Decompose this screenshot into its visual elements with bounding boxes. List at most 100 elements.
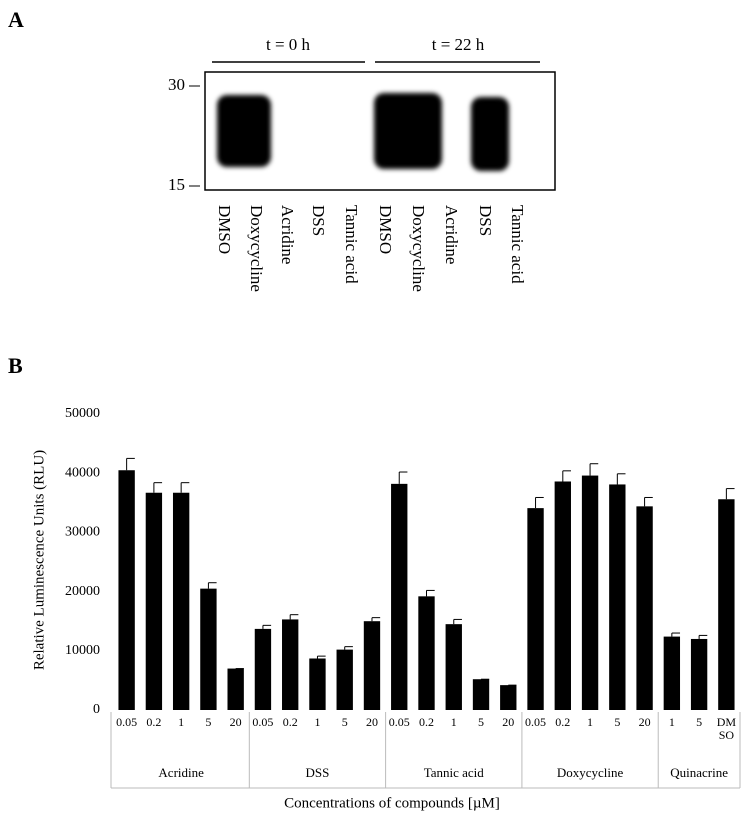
x-tick-label-box: 0.05 <box>388 716 410 729</box>
error-bar <box>671 632 681 637</box>
timepoint-label: t = 22 h <box>432 35 485 54</box>
x-tick-label-box: 5 <box>696 716 703 729</box>
x-tick-label: 0.2 <box>282 716 298 729</box>
lane-label: Acridine <box>442 205 461 264</box>
error-bar <box>262 624 272 629</box>
x-tick-label: 5 <box>341 716 348 729</box>
x-tick-label-box: 20 <box>638 716 651 729</box>
bar <box>554 481 571 710</box>
x-tick-label: DM SO <box>716 716 737 742</box>
band <box>217 95 271 167</box>
error-bar <box>698 634 708 639</box>
error-bar <box>316 655 326 659</box>
lane-label: DMSO <box>215 205 234 254</box>
x-tick-label-box: 5 <box>341 716 348 729</box>
x-tick-label-box: 5 <box>205 716 212 729</box>
error-bar <box>398 471 408 484</box>
error-bar <box>126 457 135 471</box>
y-axis-label: Relative Luminescence Units (RLU) <box>31 450 47 670</box>
error-bar <box>426 589 435 597</box>
group-label: Doxycycline <box>557 765 624 780</box>
lane-label: Doxycycline <box>409 205 428 292</box>
x-tick-label: 20 <box>638 716 651 729</box>
panel-label: A <box>8 7 24 32</box>
lane-label: Tannic acid <box>342 205 361 284</box>
bar <box>391 483 408 710</box>
x-tick-label-box: 5 <box>478 716 485 729</box>
bar <box>636 506 653 710</box>
group-label: Tannic acid <box>424 765 485 780</box>
x-tick-label-box: 0.05 <box>252 716 274 729</box>
x-tick-label-box: 20 <box>229 716 242 729</box>
bar <box>200 588 217 710</box>
error-bar <box>344 646 353 650</box>
y-tick-label: 10000 <box>65 643 100 658</box>
y-tick-label: 50000 <box>65 406 100 421</box>
band <box>374 93 442 169</box>
x-tick-label-box: 1 <box>587 716 594 729</box>
bar <box>472 679 490 710</box>
x-tick-label-box: 1 <box>314 716 320 729</box>
error-bar <box>725 488 735 500</box>
x-tick-label: 0.05 <box>116 716 138 729</box>
x-tick-label-box: 20 <box>502 716 515 729</box>
bar <box>663 636 681 710</box>
x-tick-label: 20 <box>502 716 515 729</box>
x-tick-label: 5 <box>614 716 621 729</box>
x-axis-label: Concentrations of compounds [µM] <box>284 795 500 811</box>
x-tick-label-box: 1 <box>669 716 675 729</box>
x-tick-label-box: 1 <box>450 716 457 729</box>
bar <box>254 628 272 710</box>
error-bar <box>180 482 190 493</box>
error-bar <box>616 473 626 485</box>
x-tick-label: 5 <box>478 716 485 729</box>
x-tick-label: 1 <box>450 716 457 729</box>
lane-label: Tannic acid <box>508 205 527 284</box>
x-tick-label: 0.05 <box>252 716 274 729</box>
error-bar <box>371 617 381 622</box>
bar <box>718 499 735 710</box>
bar <box>118 470 135 710</box>
x-tick-label-box: 1 <box>178 716 185 729</box>
x-tick-label-box: 0.05 <box>116 716 138 729</box>
x-tick-label-box: 0.05 <box>525 716 547 729</box>
lane-label: DMSO <box>376 205 395 254</box>
group-label: Quinacrine <box>670 765 728 780</box>
bar <box>445 624 462 710</box>
blot-bands <box>217 93 509 171</box>
marker-label: 15 <box>168 175 185 194</box>
error-bar <box>153 482 163 493</box>
bar <box>172 492 190 710</box>
error-bar <box>207 582 217 589</box>
x-tick-label: 0.2 <box>555 716 571 729</box>
x-tick-label-box: 20 <box>365 716 378 729</box>
timepoint-label: t = 0 h <box>266 35 311 54</box>
error-bar <box>453 618 462 625</box>
bar <box>282 619 299 710</box>
x-tick-label-box: 0.2 <box>146 716 161 729</box>
error-bar <box>589 463 599 476</box>
x-tick-label: 20 <box>365 716 378 729</box>
band <box>471 97 509 171</box>
x-tick-label: 5 <box>205 716 212 729</box>
x-tick-label: 0.2 <box>418 716 434 729</box>
bar <box>309 658 326 710</box>
bar <box>500 685 517 710</box>
panel-label: B <box>8 353 23 378</box>
x-tick-label: 0.05 <box>388 716 410 729</box>
x-tick-label: 1 <box>178 716 185 729</box>
error-bar <box>289 614 299 620</box>
x-tick-label-box: 0.2 <box>555 716 571 729</box>
lane-label: DSS <box>476 205 495 236</box>
bar <box>145 492 163 710</box>
x-tick-label-box: 5 <box>614 716 621 729</box>
y-tick-label: 30000 <box>65 525 100 540</box>
x-tick-label: 5 <box>696 716 703 729</box>
x-tick-label: 0.05 <box>525 716 547 729</box>
x-tick-label: 1 <box>587 716 594 729</box>
y-tick-label: 40000 <box>65 465 100 480</box>
bar <box>581 475 599 710</box>
bar <box>363 621 381 710</box>
x-tick-label: 20 <box>229 716 242 729</box>
lane-label: Acridine <box>278 205 297 264</box>
